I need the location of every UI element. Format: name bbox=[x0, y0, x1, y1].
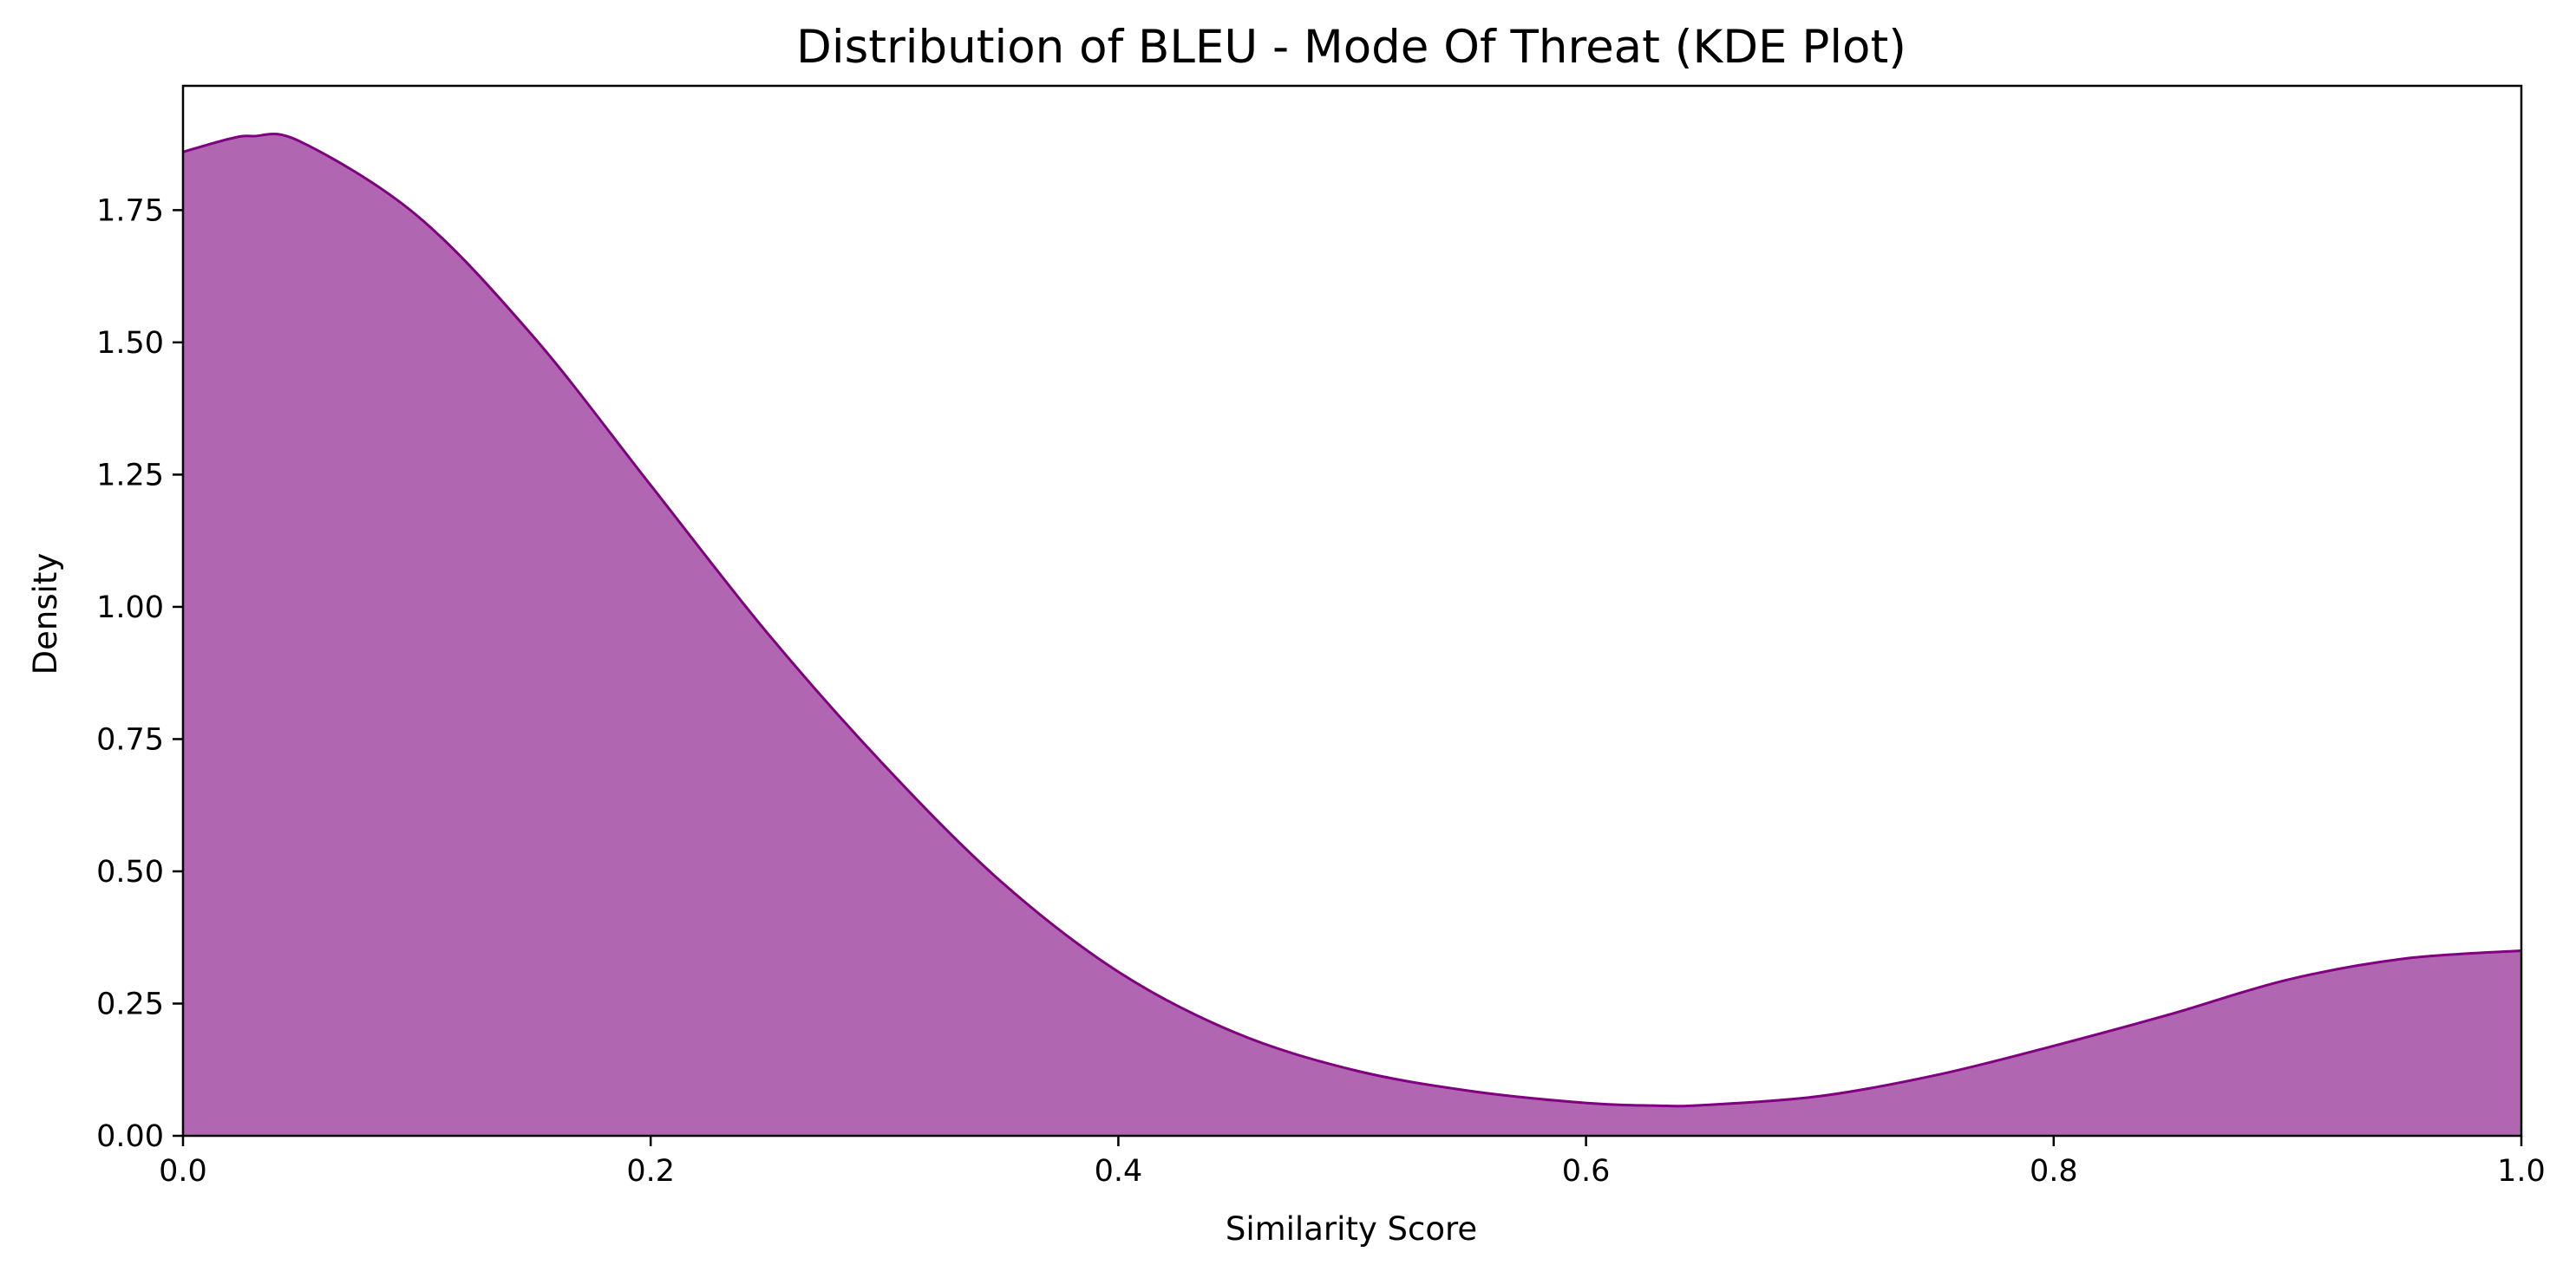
x-axis-label: Similarity Score bbox=[1226, 1210, 1477, 1248]
plot-frame bbox=[181, 84, 2523, 1138]
y-tick-label: 0.50 bbox=[96, 855, 164, 890]
x-tick-label: 0.6 bbox=[1562, 1154, 1611, 1189]
x-tick-label: 0.0 bbox=[159, 1154, 207, 1189]
y-tick-label: 1.75 bbox=[96, 193, 164, 228]
y-tick-label: 1.50 bbox=[96, 326, 164, 361]
y-axis-label: Density bbox=[27, 553, 64, 675]
y-tick-label: 1.25 bbox=[96, 458, 164, 492]
x-tick-label: 0.4 bbox=[1095, 1154, 1143, 1189]
kde-curve-line bbox=[182, 132, 2522, 1108]
x-tick-label: 0.2 bbox=[626, 1154, 675, 1189]
x-tick-label: 1.0 bbox=[2497, 1154, 2546, 1189]
plot-area: 0.0 0.2 0.4 0.6 0.8 1.0 0.00 0.25 0.50 0.75 1.00 1.… bbox=[96, 84, 2546, 1189]
y-tick-label: 0.75 bbox=[96, 722, 164, 757]
kde-area-fill bbox=[183, 134, 2521, 1136]
x-tick-label: 0.8 bbox=[2030, 1154, 2078, 1189]
y-tick-label: 0.00 bbox=[96, 1119, 164, 1154]
y-tick-label: 1.00 bbox=[96, 590, 164, 625]
y-tick-label: 0.25 bbox=[96, 987, 164, 1021]
chart-title: Distribution of BLEU - Mode Of Threat (K… bbox=[796, 21, 1906, 74]
